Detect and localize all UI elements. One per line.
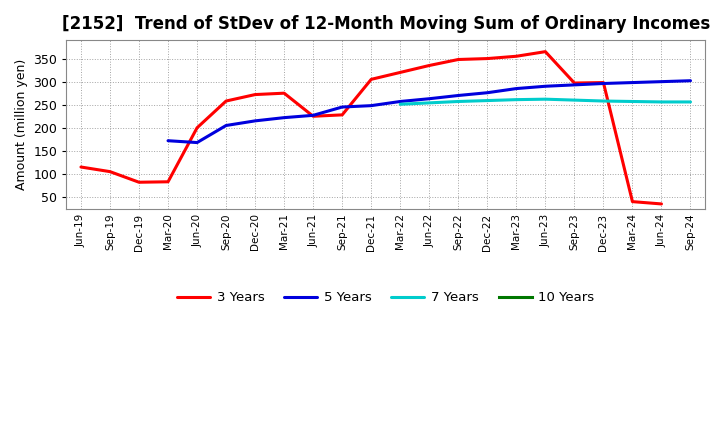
- 7 Years: [425, 100, 433, 106]
- 3 Years: [163, 179, 172, 184]
- 5 Years: [338, 104, 346, 110]
- Y-axis label: Amount (million yen): Amount (million yen): [15, 59, 28, 190]
- 7 Years: [628, 99, 636, 104]
- 3 Years: [106, 169, 114, 174]
- 5 Years: [367, 103, 376, 108]
- 7 Years: [686, 99, 695, 105]
- 5 Years: [599, 81, 608, 86]
- 7 Years: [454, 99, 463, 104]
- 5 Years: [628, 80, 636, 85]
- 5 Years: [512, 86, 521, 91]
- 3 Years: [425, 63, 433, 68]
- 5 Years: [280, 115, 289, 120]
- 3 Years: [193, 125, 202, 130]
- 3 Years: [483, 56, 492, 61]
- 3 Years: [599, 80, 608, 85]
- 3 Years: [628, 199, 636, 204]
- 7 Years: [599, 99, 608, 104]
- 5 Years: [251, 118, 259, 124]
- Title: [2152]  Trend of StDev of 12-Month Moving Sum of Ordinary Incomes: [2152] Trend of StDev of 12-Month Moving…: [62, 15, 710, 33]
- 3 Years: [367, 77, 376, 82]
- 3 Years: [454, 57, 463, 62]
- 7 Years: [657, 99, 666, 105]
- 5 Years: [396, 99, 405, 104]
- 3 Years: [280, 91, 289, 96]
- 7 Years: [512, 97, 521, 102]
- 5 Years: [483, 90, 492, 95]
- 7 Years: [483, 98, 492, 103]
- 5 Years: [541, 84, 549, 89]
- 3 Years: [135, 180, 143, 185]
- 5 Years: [657, 79, 666, 84]
- 3 Years: [76, 165, 85, 170]
- Line: 3 Years: 3 Years: [81, 51, 662, 204]
- 5 Years: [309, 113, 318, 118]
- 5 Years: [193, 140, 202, 145]
- 3 Years: [251, 92, 259, 97]
- 5 Years: [454, 93, 463, 98]
- 7 Years: [570, 98, 579, 103]
- 5 Years: [163, 138, 172, 143]
- Line: 7 Years: 7 Years: [400, 99, 690, 104]
- 3 Years: [309, 114, 318, 119]
- 3 Years: [396, 70, 405, 75]
- 3 Years: [570, 81, 579, 86]
- Line: 5 Years: 5 Years: [168, 81, 690, 143]
- 5 Years: [686, 78, 695, 83]
- 3 Years: [512, 54, 521, 59]
- 7 Years: [541, 96, 549, 102]
- 3 Years: [222, 99, 230, 104]
- 3 Years: [338, 112, 346, 117]
- 7 Years: [396, 102, 405, 107]
- 5 Years: [570, 82, 579, 88]
- Legend: 3 Years, 5 Years, 7 Years, 10 Years: 3 Years, 5 Years, 7 Years, 10 Years: [172, 286, 600, 309]
- 3 Years: [541, 49, 549, 54]
- 3 Years: [657, 201, 666, 206]
- 5 Years: [425, 96, 433, 101]
- 5 Years: [222, 123, 230, 128]
